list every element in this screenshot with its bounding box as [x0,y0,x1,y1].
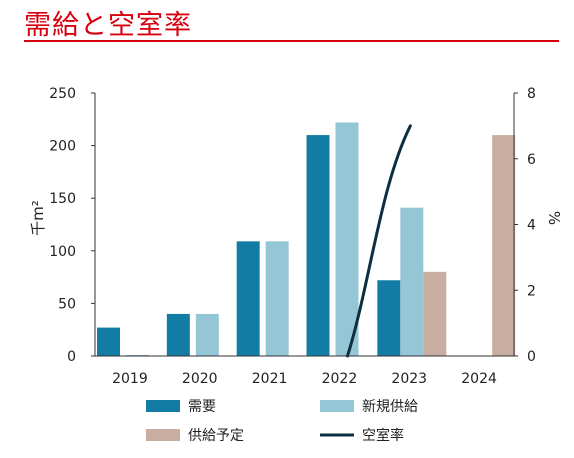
left-axis-label: 千m² [29,200,47,236]
right-tick-label: 6 [527,152,536,168]
bar-新規供給-2023 [400,207,424,356]
right-tick-label: 8 [527,86,536,102]
bar-新規供給-2021 [265,241,289,356]
title-divider [24,40,559,42]
right-tick-label: 4 [527,218,536,234]
bar-新規供給-2022 [335,122,359,357]
left-tick-label: 250 [49,86,76,102]
vacancy-line-layer [346,124,412,358]
legend-swatch-需要 [146,400,180,412]
right-axis-label: % [545,211,563,225]
x-tick-label: 2022 [322,371,358,387]
legend-label-需要: 需要 [188,399,216,415]
bar-需要-2021 [236,241,260,356]
bar-需要-2019 [97,327,120,356]
x-tick-label: 2024 [461,371,497,387]
left-tick-label: 150 [49,191,76,207]
bars-layer [97,122,516,357]
right-tick-label: 0 [527,349,536,365]
legend-swatch-新規供給 [320,400,354,412]
bar-供給予定-2024 [492,135,516,356]
bar-需要-2020 [166,313,190,356]
legend-label-供給予定: 供給予定 [188,428,244,444]
left-tick-label: 200 [49,139,76,155]
page-title: 需給と空室率 [24,10,192,41]
x-tick-label: 2020 [182,371,218,387]
bar-供給予定-2023 [423,271,447,356]
bar-需要-2023 [377,280,401,356]
left-tick-label: 100 [49,244,76,260]
legend-label-新規供給: 新規供給 [362,399,418,415]
vacancy-line [346,124,412,358]
legend-swatch-供給予定 [146,429,180,441]
right-tick-label: 2 [527,283,536,299]
left-tick-label: 0 [67,349,76,365]
left-tick-label: 50 [58,296,76,312]
bar-新規供給-2019 [126,354,149,356]
axes-layer: 0 50 100 150 200 250 0 2 4 6 8 2019 2020 2021 2022 2023… [29,86,563,387]
legend-label-空室率: 空室率 [362,427,404,444]
bar-需要-2022 [306,135,330,356]
x-tick-label: 2023 [391,371,427,387]
x-tick-label: 2019 [112,371,148,387]
bar-新規供給-2020 [195,313,219,356]
x-tick-label: 2021 [252,371,288,387]
